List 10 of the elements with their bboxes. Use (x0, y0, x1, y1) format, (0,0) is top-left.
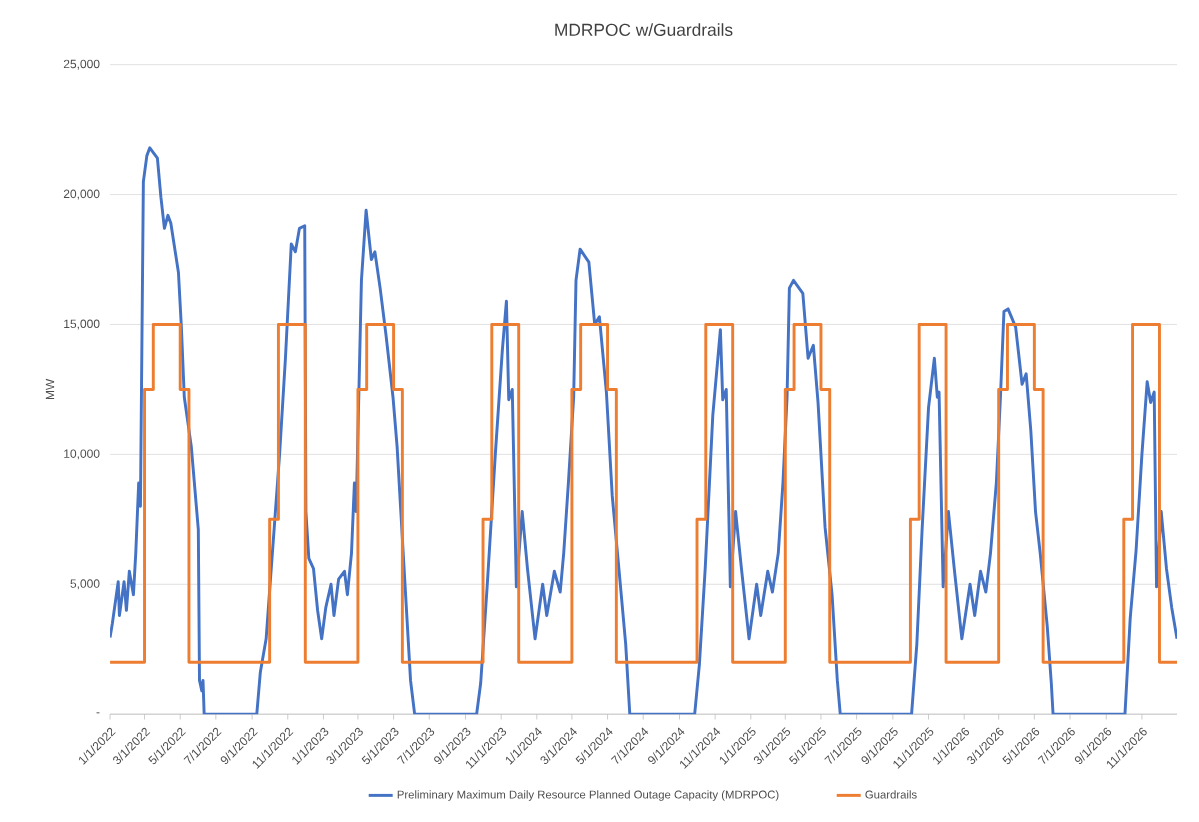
chart-title: MDRPOC w/Guardrails (555, 23, 733, 36)
y-axis-title: MW (45, 378, 55, 400)
legend-label: Guardrails (865, 790, 917, 799)
y-tick-label: 15,000 (64, 319, 100, 330)
y-tick-label: - (96, 712, 100, 714)
y-tick-label: 20,000 (63, 189, 100, 200)
y-tick-label: 10,000 (64, 449, 100, 460)
y-tick-label: 5,000 (70, 579, 100, 590)
y-tick-label: 25,000 (63, 59, 100, 70)
legend-label: Preliminary Maximum Daily Resource Planned Outage Capacity (MDRPOC) (397, 790, 779, 801)
